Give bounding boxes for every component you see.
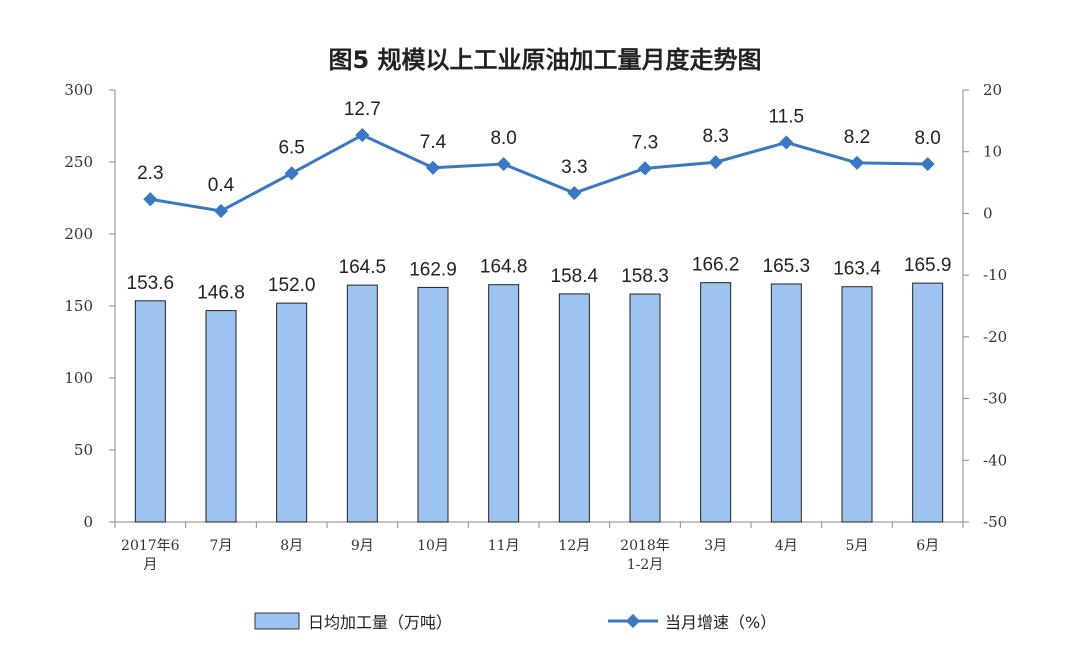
line-value-label: 7.3 — [632, 132, 658, 153]
bar-value-label: 153.6 — [127, 273, 175, 294]
category-label: 2017年6 — [121, 538, 180, 554]
bar — [629, 293, 661, 523]
line-point — [849, 155, 865, 170]
legend-bar-label: 日均加工量（万吨） — [308, 613, 452, 632]
legend-line-marker — [625, 613, 641, 629]
right-tick-label: -10 — [983, 266, 1007, 284]
category-label: 9月 — [351, 538, 374, 554]
left-tick-label: 100 — [64, 369, 93, 387]
category-label: 10月 — [417, 538, 449, 554]
bar-value-label: 152.0 — [268, 275, 316, 296]
line-point — [708, 155, 723, 170]
bar-value-label: 158.3 — [621, 266, 669, 287]
line-value-label: 8.0 — [490, 128, 516, 149]
line-value-label: 8.0 — [914, 128, 940, 149]
line-point — [637, 161, 653, 176]
line-value-label: 12.7 — [344, 99, 381, 120]
right-tick-label: 20 — [983, 81, 1002, 99]
category-label: 2018年 — [620, 538, 670, 554]
legend-bar-swatch — [254, 612, 300, 630]
line-point — [425, 160, 441, 175]
legend-line-label: 当月增速（%） — [665, 613, 776, 632]
category-label: 12月 — [558, 538, 590, 554]
left-tick-label: 300 — [64, 81, 93, 99]
bar-value-label: 163.4 — [833, 259, 881, 280]
line-point — [355, 127, 370, 143]
right-tick-label: 10 — [983, 143, 1002, 161]
line-point — [284, 166, 299, 181]
bar-value-label: 165.9 — [904, 255, 952, 276]
line-point — [143, 192, 158, 207]
bar-value-label: 166.2 — [692, 255, 740, 276]
line-series — [143, 127, 935, 219]
right-tick-label: -40 — [983, 451, 1007, 469]
left-tick-label: 50 — [74, 441, 93, 459]
right-tick-label: -30 — [983, 390, 1007, 408]
category-label: 7月 — [210, 538, 233, 554]
line-labels: 2.3 0.4 6.5 12.7 7.4 8.0 3.3 7.3 8.3 11.5 8.2 8.0 — [137, 99, 941, 196]
line-value-label: 2.3 — [137, 163, 163, 184]
line-value-label: 3.3 — [561, 157, 587, 178]
line-point — [496, 156, 511, 172]
category-label: 5月 — [846, 538, 869, 554]
bar-value-label: 162.9 — [409, 259, 457, 280]
bar — [276, 302, 308, 523]
category-label: 8月 — [280, 538, 303, 554]
line-value-label: 0.4 — [208, 175, 235, 196]
bar — [205, 310, 237, 523]
category-label: 月 — [143, 557, 157, 573]
bar — [417, 286, 449, 523]
line-point — [920, 156, 935, 172]
category-label: 3月 — [704, 538, 727, 554]
bar-value-label: 164.8 — [480, 257, 528, 278]
chart-title: 图5 规模以上工业原油加工量月度走势图 — [328, 46, 761, 74]
line-point — [779, 135, 794, 150]
left-axis: 0 50 100 150 200 250 300 — [64, 81, 964, 531]
line-value-label: 6.5 — [278, 137, 304, 158]
bar — [841, 286, 873, 523]
bar-series — [134, 282, 944, 523]
right-tick-label: -20 — [983, 328, 1007, 346]
category-label: 11月 — [488, 538, 520, 554]
bar — [558, 293, 590, 523]
bar — [700, 282, 732, 523]
right-tick-label: -50 — [983, 513, 1007, 531]
line-value-label: 11.5 — [769, 106, 805, 127]
category-labels: 2017年6 月 7月 8月 9月 10月 11月 12月 2018年 1-2月 3月 4月 5月 6月 — [121, 538, 939, 573]
left-tick-label: 150 — [64, 297, 93, 315]
category-label: 1-2月 — [627, 557, 664, 573]
right-tick-label: 0 — [983, 204, 993, 222]
bar — [488, 284, 520, 523]
line-value-label: 7.4 — [420, 132, 447, 153]
bar — [770, 283, 802, 523]
line-point — [213, 203, 229, 219]
legend: 日均加工量（万吨） 当月增速（%） — [254, 612, 776, 632]
bar — [912, 282, 944, 523]
line-point — [567, 185, 582, 201]
bar-value-label: 164.5 — [339, 257, 387, 278]
line-value-label: 8.3 — [702, 126, 728, 147]
line-value-label: 8.2 — [844, 127, 870, 148]
bar — [134, 300, 166, 523]
left-tick-label: 0 — [83, 513, 93, 531]
line-path — [150, 133, 928, 213]
category-label: 6月 — [916, 538, 939, 554]
left-tick-label: 250 — [64, 153, 93, 171]
left-tick-label: 200 — [64, 225, 93, 243]
right-axis: -50 -40 -30 -20 -10 0 10 20 — [962, 81, 1007, 531]
bar-value-label: 146.8 — [197, 283, 245, 304]
bar — [346, 284, 378, 523]
bar-labels: 153.6 146.8 152.0 164.5 162.9 164.8 158.4 158.3… — [127, 255, 952, 304]
bar-value-label: 158.4 — [551, 266, 599, 287]
bar-value-label: 165.3 — [763, 256, 811, 277]
category-label: 4月 — [775, 538, 798, 554]
